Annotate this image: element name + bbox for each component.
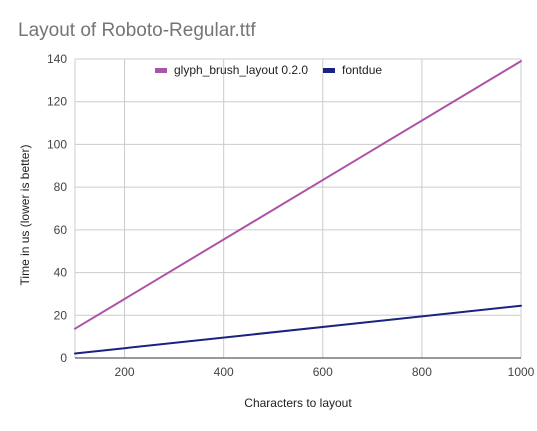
axes: 0 20 40 60 80 100 120 140 200 400 600 800 1000 [47, 52, 535, 379]
series [74, 60, 522, 355]
legend-label: glyph_brush_layout 0.2.0 [174, 63, 308, 77]
y-tick-label: 140 [47, 52, 67, 66]
x-tick-label: 600 [313, 365, 333, 379]
x-tick-label: 1000 [508, 365, 535, 379]
x-tick-label: 400 [214, 365, 234, 379]
y-tick-label: 40 [54, 266, 68, 280]
y-tick-label: 0 [60, 351, 67, 365]
chart-title: Layout of Roboto-Regular.ttf [18, 20, 256, 41]
y-tick-label: 100 [47, 137, 67, 151]
x-tick-label: 800 [412, 365, 432, 379]
legend-swatch [155, 68, 167, 73]
legend-label: fontdue [342, 63, 382, 77]
y-tick-label: 20 [54, 308, 68, 322]
x-tick-label: 200 [115, 365, 135, 379]
legend-swatch [323, 68, 335, 73]
y-tick-label: 80 [54, 180, 68, 194]
legend: glyph_brush_layout 0.2.0 fontdue [155, 63, 382, 77]
y-axis-label: Time in us (lower is better) [18, 145, 32, 286]
x-axis-label: Characters to layout [244, 396, 352, 410]
grid [74, 58, 522, 358]
series-line [74, 304, 522, 355]
y-tick-label: 120 [47, 95, 67, 109]
series-line [74, 60, 522, 330]
y-tick-label: 60 [54, 223, 68, 237]
